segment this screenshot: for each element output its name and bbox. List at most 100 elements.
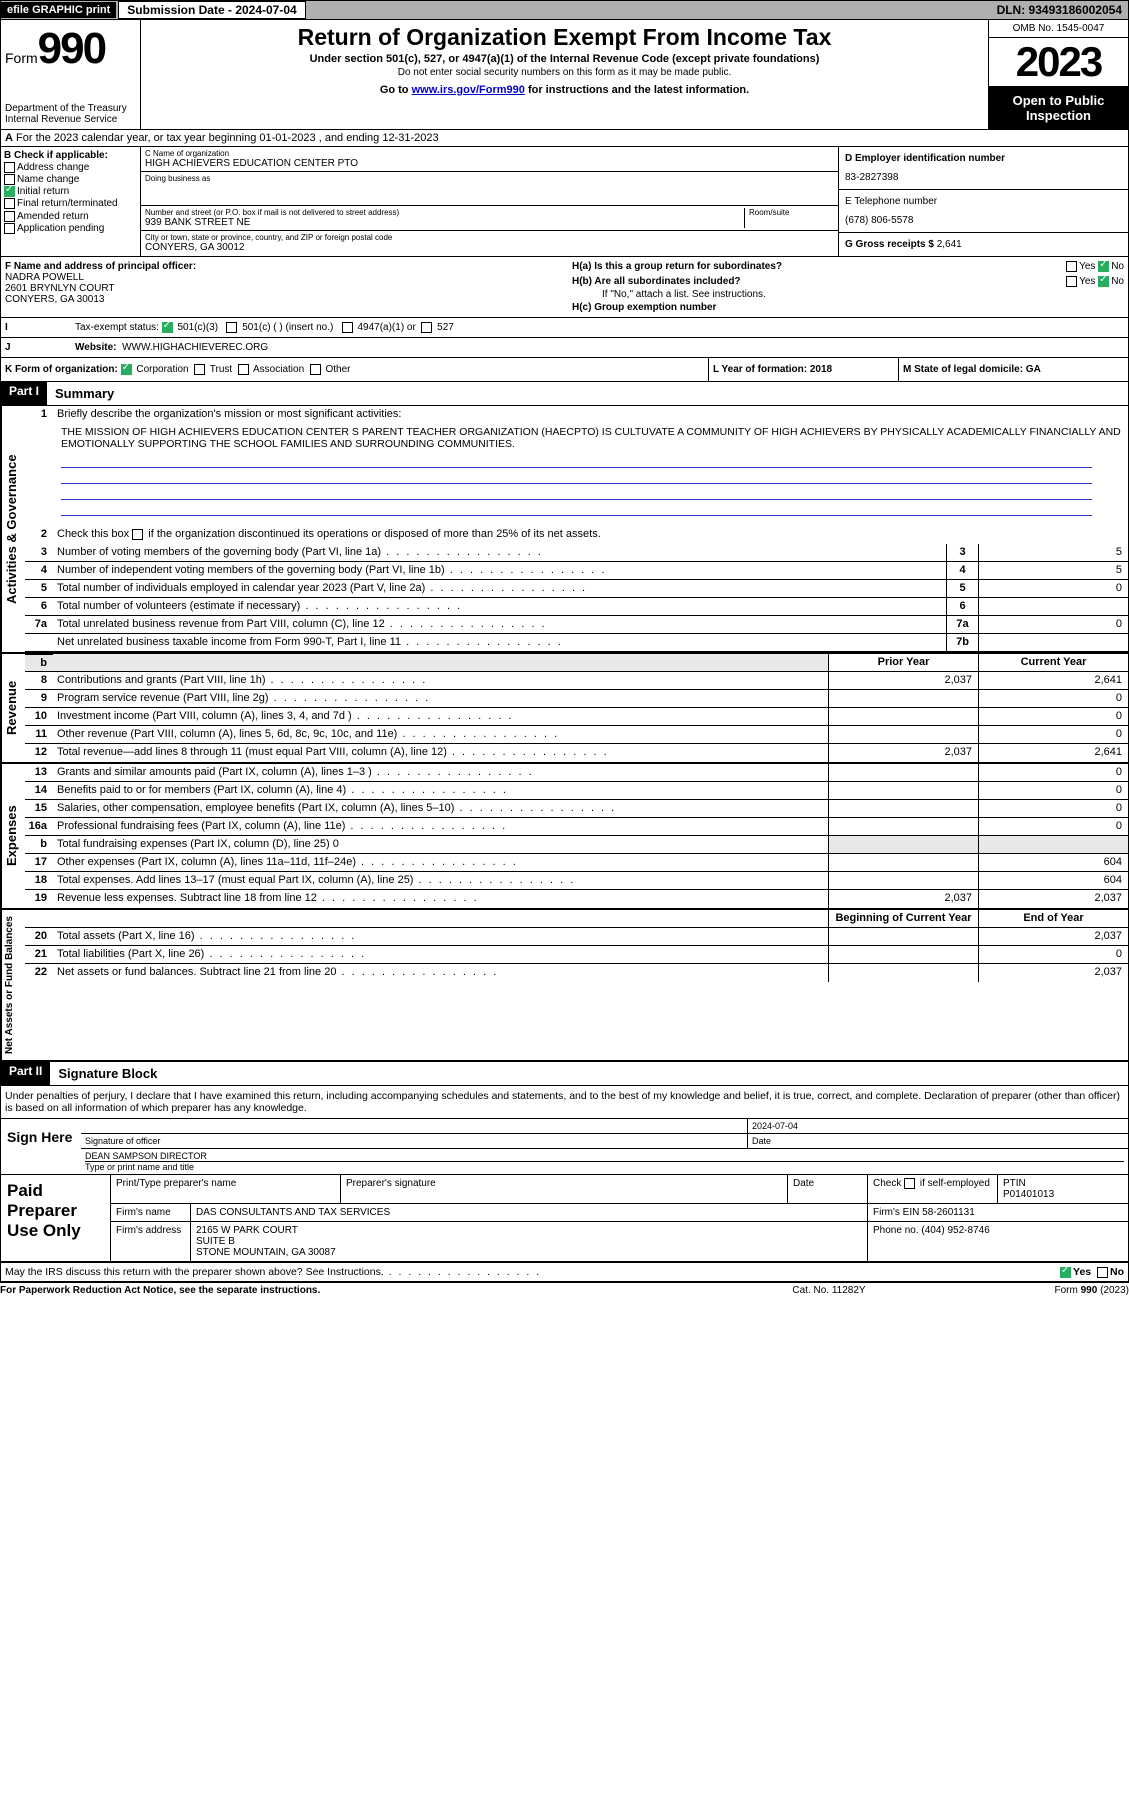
checkbox-address-change[interactable] [4, 162, 15, 173]
tax-year: 2023 [989, 38, 1128, 87]
perjury-text: Under penalties of perjury, I declare th… [1, 1086, 1128, 1119]
officer-city: CONYERS, GA 30013 [5, 294, 564, 305]
part2-header: Part II [1, 1062, 50, 1085]
tab-net-assets: Net Assets or Fund Balances [1, 910, 25, 1060]
firm-ein: Firm's EIN 58-2601131 [868, 1204, 1128, 1221]
ptin-value: P01401013 [1003, 1189, 1123, 1200]
hc-label: H(c) Group exemption number [572, 302, 716, 313]
check-corp[interactable] [121, 364, 132, 375]
sign-date-value: 2024-07-04 [748, 1119, 1128, 1133]
firm-name: DAS CONSULTANTS AND TAX SERVICES [191, 1204, 868, 1221]
goto-prefix: Go to [380, 84, 412, 96]
gross-receipts: 2,641 [937, 239, 962, 250]
firm-phone: Phone no. (404) 952-8746 [868, 1222, 1128, 1261]
col-prior-year: Prior Year [828, 654, 978, 671]
year-formation: L Year of formation: 2018 [713, 364, 832, 375]
website-value: WWW.HIGHACHIEVEREC.ORG [122, 342, 268, 353]
form-header: Form990 Department of the TreasuryIntern… [1, 20, 1128, 130]
efile-button[interactable]: efile GRAPHIC print [1, 2, 116, 18]
phone-value: (678) 806-5578 [845, 215, 1122, 226]
street-address: 939 BANK STREET NE [145, 217, 744, 228]
checkbox-amended[interactable] [4, 211, 15, 222]
check-assoc[interactable] [238, 364, 249, 375]
ha-yes[interactable] [1066, 261, 1077, 272]
phone-label: E Telephone number [845, 196, 1122, 207]
preparer-sig-label: Preparer's signature [341, 1175, 788, 1203]
checkbox-app-pending[interactable] [4, 223, 15, 234]
k-label: K Form of organization: [5, 364, 118, 375]
instructions-link[interactable]: www.irs.gov/Form990 [412, 84, 525, 96]
discuss-yes[interactable] [1060, 1267, 1071, 1278]
ha-label: H(a) Is this a group return for subordin… [572, 261, 782, 272]
firm-addr-label: Firm's address [111, 1222, 191, 1261]
org-name-label: C Name of organization [145, 149, 834, 158]
gross-label: G Gross receipts $ [845, 239, 937, 250]
q2-text: Check this box if the organization disco… [57, 528, 601, 540]
paid-preparer-header: Paid Preparer Use Only [1, 1175, 111, 1261]
room-label: Room/suite [749, 208, 834, 217]
form-subtitle: Under section 501(c), 527, or 4947(a)(1)… [145, 53, 984, 65]
tab-revenue: Revenue [1, 654, 25, 762]
firm-address: 2165 W PARK COURT SUITE B STONE MOUNTAIN… [191, 1222, 868, 1261]
check-501c[interactable] [226, 322, 237, 333]
box-b: B Check if applicable: Address change Na… [1, 147, 141, 256]
dln: DLN: 93493186002054 [997, 3, 1128, 17]
part1-header: Part I [1, 382, 47, 405]
hb-label: H(b) Are all subordinates included? [572, 276, 741, 287]
checkbox-initial-return[interactable] [4, 186, 15, 197]
hb-no[interactable] [1098, 276, 1109, 287]
form-label: Form [5, 50, 38, 66]
preparer-name-label: Print/Type preparer's name [111, 1175, 341, 1203]
ein-label: D Employer identification number [845, 153, 1122, 164]
top-bar: efile GRAPHIC print Submission Date - 20… [0, 0, 1129, 20]
officer-name: NADRA POWELL [5, 272, 564, 283]
preparer-date-label: Date [788, 1175, 868, 1203]
addr-label: Number and street (or P.O. box if mail i… [145, 208, 744, 217]
check-501c3[interactable] [162, 322, 173, 333]
goto-suffix: for instructions and the latest informat… [525, 84, 749, 96]
ssn-warning: Do not enter social security numbers on … [145, 67, 984, 78]
ha-no[interactable] [1098, 261, 1109, 272]
sign-here: Sign Here [1, 1119, 81, 1174]
hb-yes[interactable] [1066, 276, 1077, 287]
submission-date: Submission Date - 2024-07-04 [118, 1, 305, 19]
officer-signed-name: DEAN SAMPSON DIRECTOR [85, 1151, 1124, 1161]
firm-name-label: Firm's name [111, 1204, 191, 1221]
check-self-employed[interactable] [904, 1178, 915, 1189]
sig-officer-label: Signature of officer [81, 1134, 748, 1148]
check-4947[interactable] [342, 322, 353, 333]
city-label: City or town, state or province, country… [145, 233, 834, 242]
org-name: HIGH ACHIEVERS EDUCATION CENTER PTO [145, 158, 834, 169]
col-beg-year: Beginning of Current Year [828, 910, 978, 927]
form-number: 990 [38, 24, 105, 73]
hb-note: If "No," attach a list. See instructions… [572, 289, 1124, 300]
discuss-no[interactable] [1097, 1267, 1108, 1278]
state-domicile: M State of legal domicile: GA [903, 364, 1041, 375]
form-title: Return of Organization Exempt From Incom… [145, 24, 984, 51]
check-trust[interactable] [194, 364, 205, 375]
officer-name-label: Type or print name and title [85, 1161, 1124, 1172]
check-other[interactable] [310, 364, 321, 375]
open-inspection: Open to Public Inspection [989, 87, 1128, 129]
omb-number: OMB No. 1545-0047 [989, 20, 1128, 38]
part2-title: Signature Block [50, 1062, 165, 1085]
check-discontinued[interactable] [132, 529, 143, 540]
dept-treasury: Department of the Treasury [5, 103, 127, 114]
tab-activities-governance: Activities & Governance [1, 406, 25, 652]
box-b-header: B Check if applicable: [4, 150, 137, 161]
officer-label: F Name and address of principal officer: [5, 261, 196, 272]
paperwork-notice: For Paperwork Reduction Act Notice, see … [0, 1285, 729, 1296]
mission-text: THE MISSION OF HIGH ACHIEVERS EDUCATION … [25, 424, 1128, 452]
discuss-text: May the IRS discuss this return with the… [5, 1266, 1060, 1278]
ptin-label: PTIN [1003, 1178, 1123, 1189]
cat-no: Cat. No. 11282Y [729, 1285, 929, 1296]
checkbox-final-return[interactable] [4, 198, 15, 209]
check-527[interactable] [421, 322, 432, 333]
ein-value: 83-2827398 [845, 172, 1122, 183]
sig-date-label: Date [748, 1134, 1128, 1148]
officer-addr: 2601 BRYNLYN COURT [5, 283, 564, 294]
part1-title: Summary [47, 382, 122, 405]
col-end-year: End of Year [978, 910, 1128, 927]
website-label: Website: [75, 342, 117, 353]
city-state-zip: CONYERS, GA 30012 [145, 242, 834, 253]
